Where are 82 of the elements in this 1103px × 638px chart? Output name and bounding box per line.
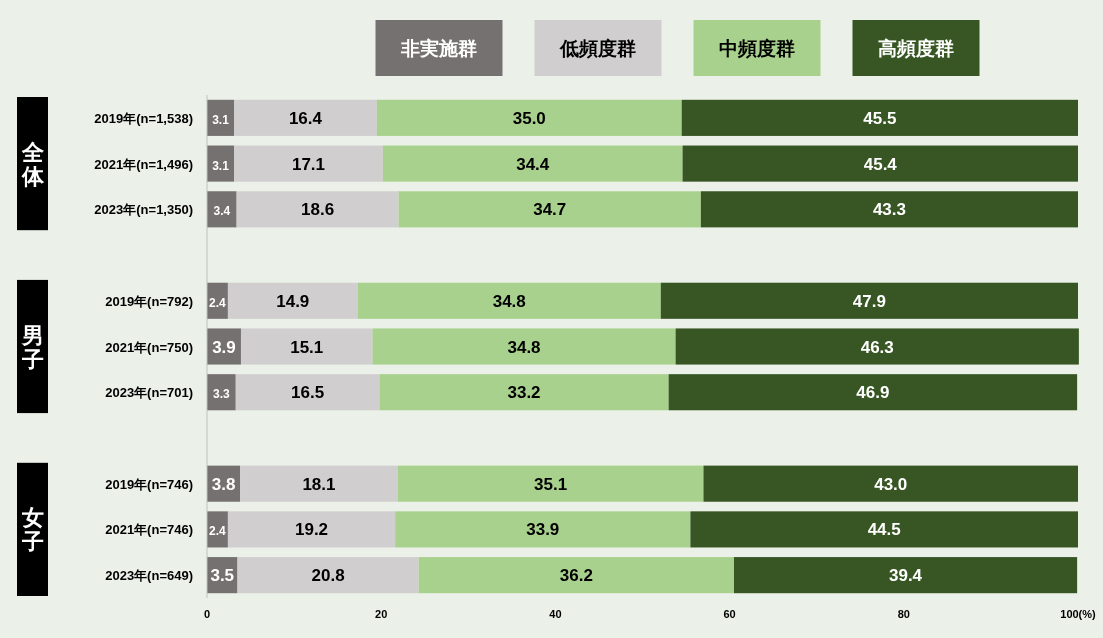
data-label: 16.4	[288, 108, 323, 128]
x-tick-label: 100(%)	[1060, 608, 1097, 620]
data-label: 14.9	[276, 291, 310, 311]
data-label: 20.8	[311, 566, 345, 586]
data-label: 3.5	[210, 566, 235, 586]
bar	[382, 145, 683, 182]
bar	[733, 557, 1078, 594]
data-label: 34.8	[492, 291, 526, 311]
data-label: 3.3	[213, 387, 231, 402]
y-tick-label: 2019年(n=792)	[105, 293, 193, 309]
x-tick-label: 0	[203, 608, 211, 620]
y-tick-label: 2021年(n=750)	[105, 339, 193, 355]
data-label: 45.5	[863, 108, 897, 128]
data-label: 17.1	[291, 154, 326, 174]
data-label: 33.2	[507, 383, 541, 403]
data-label: 3.8	[211, 474, 236, 494]
data-label: 44.5	[867, 520, 901, 540]
bar	[397, 465, 704, 502]
text: 全体	[20, 139, 45, 189]
data-label: 43.3	[872, 200, 906, 220]
bar	[372, 328, 676, 365]
bar	[682, 145, 1078, 182]
text: 女子	[20, 505, 44, 555]
bar	[700, 191, 1078, 228]
data-label: 45.4	[863, 154, 898, 174]
y-tick-label: 2019年(n=1,538)	[94, 110, 193, 126]
bar	[398, 191, 701, 228]
data-label: 36.2	[559, 566, 593, 586]
y-tick-label: 2021年(n=1,496)	[94, 156, 193, 172]
y-tick-label: 2019年(n=746)	[105, 476, 193, 492]
x-tick-label: 40	[549, 608, 562, 620]
data-label: 16.5	[291, 383, 325, 403]
bar	[234, 99, 377, 136]
data-label: 19.2	[294, 520, 329, 540]
bar	[379, 374, 669, 411]
data-label: 46.9	[856, 383, 890, 403]
data-label: 2.4	[209, 524, 227, 539]
bar	[675, 328, 1079, 365]
y-tick-label: 2023年(n=1,350)	[94, 202, 193, 218]
data-label: 3.1	[212, 112, 230, 127]
bar	[418, 557, 734, 594]
x-tick-label: 80	[897, 608, 910, 620]
data-label: 46.3	[860, 337, 894, 357]
bar	[237, 557, 419, 594]
bar	[376, 99, 682, 136]
data-label: 18.6	[301, 200, 335, 220]
y-tick-label: 2023年(n=701)	[105, 385, 193, 401]
bar	[240, 328, 373, 365]
data-label: 3.9	[212, 337, 236, 357]
data-label: 39.4	[889, 566, 923, 586]
bar	[227, 282, 358, 319]
bar	[668, 374, 1078, 411]
bar	[235, 374, 380, 411]
data-label: 2.4	[209, 295, 227, 310]
data-label: 35.0	[512, 108, 546, 128]
bar	[227, 511, 396, 548]
bar	[240, 465, 398, 502]
bar	[703, 465, 1078, 502]
bar	[660, 282, 1078, 319]
bar	[690, 511, 1078, 548]
data-label: 43.0	[874, 474, 908, 494]
data-label: 3.4	[213, 204, 231, 219]
x-tick-label: 60	[723, 608, 736, 620]
y-tick-label: 2023年(n=649)	[105, 568, 193, 584]
data-label: 18.1	[302, 474, 336, 494]
data-label: 33.9	[526, 520, 560, 540]
y-tick-label: 2021年(n=746)	[105, 522, 193, 538]
bar	[236, 191, 399, 228]
bar	[681, 99, 1078, 136]
bar	[395, 511, 691, 548]
data-label: 34.4	[516, 154, 550, 174]
bar	[234, 145, 383, 182]
data-label: 3.1	[212, 158, 230, 173]
data-label: 35.1	[534, 474, 568, 494]
data-label: 47.9	[852, 291, 886, 311]
data-label: 34.8	[507, 337, 541, 357]
text: 男子	[20, 322, 44, 372]
legend: 非実施群 低頻度群 中頻度群 高頻度群	[375, 20, 980, 76]
x-tick-label: 20	[375, 608, 388, 620]
data-label: 15.1	[290, 337, 324, 357]
bar	[357, 282, 661, 319]
data-label: 34.7	[533, 200, 567, 220]
